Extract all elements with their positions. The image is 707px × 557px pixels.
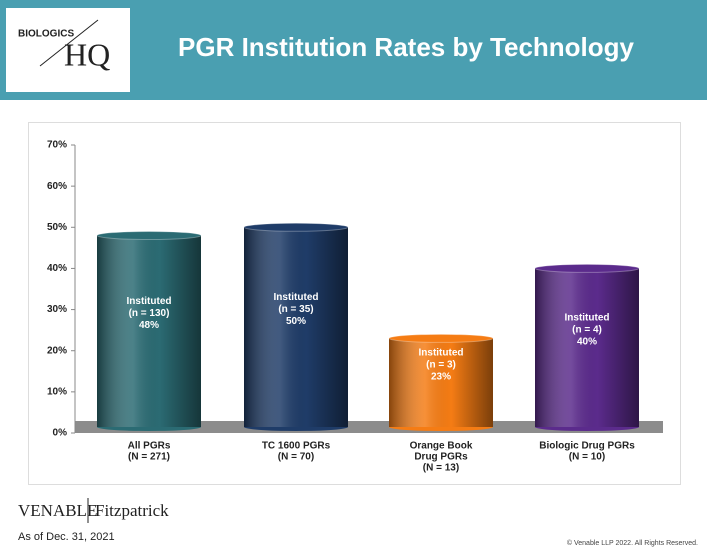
logo-main: HQ (64, 36, 110, 72)
bar-note: Instituted (274, 292, 319, 303)
y-tick-label: 40% (47, 263, 67, 274)
bar-note: Instituted (419, 347, 464, 358)
x-tick-label: (N = 10) (569, 452, 605, 463)
plot: 0% 10% 20% 30% 40% 50% 60% 70% All PGRs(N = 271)… (47, 140, 640, 474)
bar-top (534, 263, 640, 273)
bar-top (243, 222, 349, 232)
y-tick-label: 30% (47, 304, 67, 315)
x-tick-label: (N = 70) (278, 452, 314, 463)
bar-top (388, 333, 494, 343)
bar-note: Instituted (127, 296, 172, 307)
x-tick-label: (N = 271) (128, 452, 170, 463)
y-tick-label: 20% (47, 345, 67, 356)
bar-shade (535, 268, 639, 427)
y-tick-label: 70% (47, 140, 67, 151)
y-tick-label: 50% (47, 222, 67, 233)
bar-note: (n = 35) (278, 304, 313, 315)
logo-top: BIOLOGICS (18, 29, 74, 40)
x-tick-label: Biologic Drug PGRs (539, 441, 635, 452)
value-label: 48% (139, 320, 159, 331)
as-of-date: As of Dec. 31, 2021 (18, 531, 115, 543)
logo-box (6, 8, 130, 92)
chart-title: PGR Institution Rates by Technology (178, 32, 635, 62)
bar-note: (n = 3) (426, 359, 456, 370)
bar-shade (389, 338, 493, 427)
x-tick-label: All PGRs (128, 441, 171, 452)
copyright: © Venable LLP 2022. All Rights Reserved. (567, 539, 698, 547)
logo-slash (39, 19, 99, 67)
x-tick-label: (N = 13) (423, 463, 459, 474)
x-tick-label: Orange Book (410, 441, 473, 452)
bar-note: (n = 130) (129, 308, 170, 319)
value-label: 23% (431, 371, 451, 382)
y-tick-label: 10% (47, 386, 67, 397)
bar-note: Instituted (565, 312, 610, 323)
value-label: 50% (286, 316, 306, 327)
value-label: 40% (577, 336, 597, 347)
bar-shade (97, 235, 201, 427)
bar-shade (244, 227, 348, 427)
bar-note: (n = 4) (572, 324, 602, 335)
y-tick-label: 60% (47, 181, 67, 192)
y-tick-label: 0% (53, 428, 68, 439)
chart-floor (75, 421, 663, 433)
brand-right: Fitzpatrick (95, 501, 169, 520)
x-tick-label: Drug PGRs (414, 452, 468, 463)
bar-top (96, 231, 202, 241)
brand-left: VENABLE (18, 501, 97, 520)
x-tick-label: TC 1600 PGRs (262, 441, 331, 452)
